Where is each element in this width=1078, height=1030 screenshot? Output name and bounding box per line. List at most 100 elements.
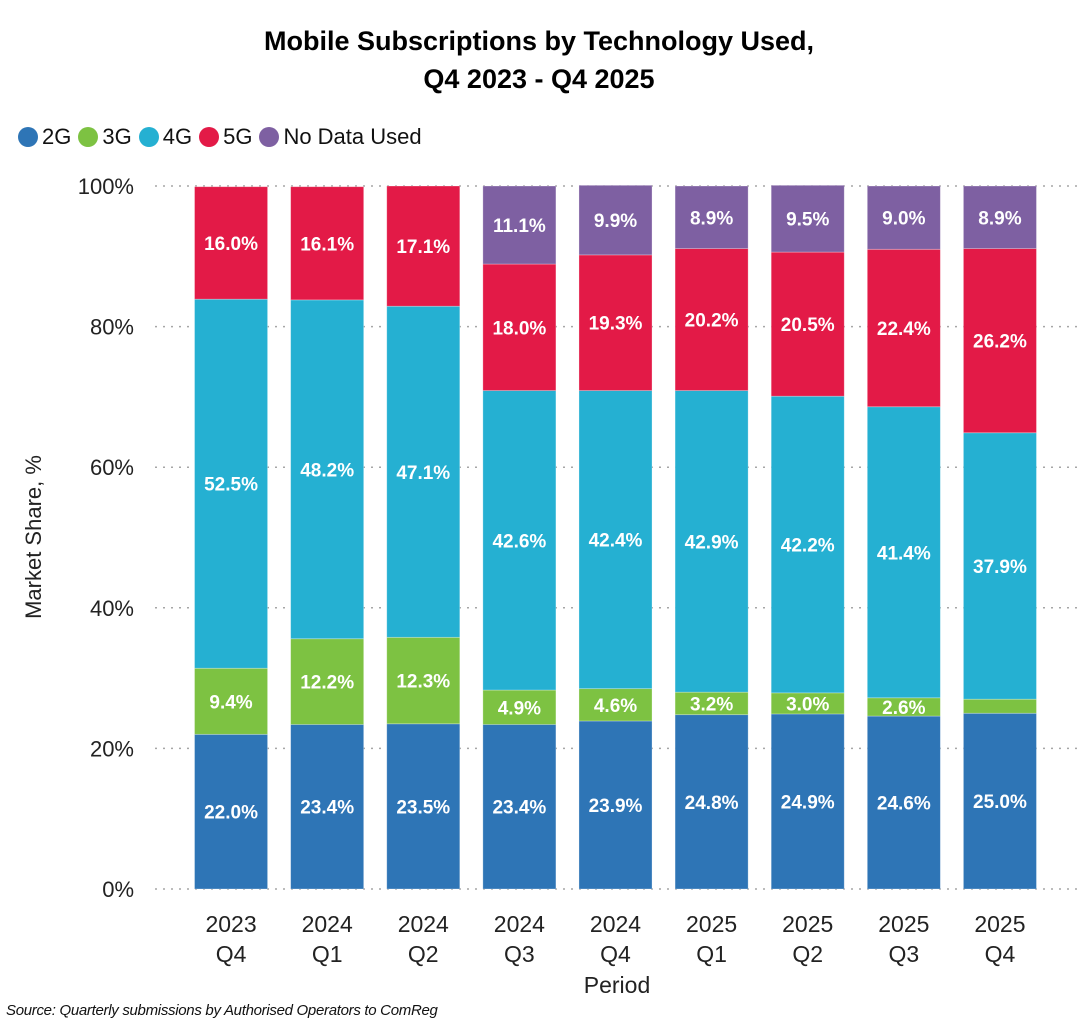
chart-title-line-1: Mobile Subscriptions by Technology Used, bbox=[263, 26, 815, 56]
data-label-4g: 42.4% bbox=[589, 531, 643, 552]
bar-segment-5g[interactable] bbox=[770, 251, 845, 397]
legend-marker-2g bbox=[18, 127, 38, 147]
bar-segment-2g[interactable] bbox=[770, 713, 845, 890]
bar-segment-5g[interactable] bbox=[578, 254, 653, 391]
bar-segment-3g[interactable] bbox=[963, 698, 1037, 714]
legend-item-3g[interactable]: 3G bbox=[78, 124, 132, 150]
x-tick-label-year: 2024 bbox=[494, 911, 545, 937]
x-axis-label: Period bbox=[584, 972, 650, 998]
y-tick-label: 60% bbox=[90, 455, 134, 480]
data-label-3g: 4.6% bbox=[594, 696, 637, 717]
data-label-5g: 18.0% bbox=[492, 318, 546, 339]
chart-title: Mobile Subscriptions by Technology Used,… bbox=[0, 22, 1078, 98]
data-label-3g: 9.4% bbox=[209, 692, 252, 713]
bar-segment-5g[interactable] bbox=[290, 186, 365, 301]
legend-item-2g[interactable]: 2G bbox=[18, 124, 71, 150]
data-label-3g: 12.2% bbox=[300, 673, 354, 694]
data-label-2g: 23.5% bbox=[396, 797, 450, 818]
y-axis-label: Market Share, % bbox=[21, 455, 46, 619]
data-label-no-data-used: 8.9% bbox=[978, 208, 1021, 229]
bar-segment-no-data-used[interactable] bbox=[674, 185, 749, 249]
bar-segment-4g[interactable] bbox=[482, 390, 557, 691]
bar-segment-5g[interactable] bbox=[386, 185, 461, 307]
bar-segment-2g[interactable] bbox=[674, 714, 749, 890]
legend-label-5g: 5G bbox=[223, 124, 253, 149]
bar-segment-5g[interactable] bbox=[674, 248, 749, 391]
data-label-2g: 23.4% bbox=[300, 798, 354, 819]
bar-segment-5g[interactable] bbox=[482, 263, 557, 391]
bar-segment-3g[interactable] bbox=[290, 638, 365, 725]
bar-segment-no-data-used[interactable] bbox=[770, 184, 845, 253]
bar-segments bbox=[194, 184, 1037, 890]
data-label-2g: 23.9% bbox=[589, 796, 643, 817]
y-tick-label: 80% bbox=[90, 315, 134, 340]
bar-segment-4g[interactable] bbox=[194, 298, 268, 669]
data-label-5g: 16.1% bbox=[300, 234, 354, 255]
legend-label-2g: 2G bbox=[42, 124, 72, 149]
x-tick-label-quarter: Q2 bbox=[408, 941, 439, 967]
data-labels: 22.0% 9.4% 52.5% 16.0% 23.4% 12.2% 48.2% 16.1% 2… bbox=[204, 208, 1027, 823]
data-label-3g: 4.9% bbox=[498, 698, 541, 719]
bar-segment-no-data-used[interactable] bbox=[578, 184, 653, 256]
chart-title-line-2: Q4 2023 - Q4 2025 bbox=[423, 64, 655, 94]
data-label-3g: 3.0% bbox=[786, 694, 829, 715]
data-label-2g: 25.0% bbox=[973, 792, 1027, 813]
data-label-2g: 23.4% bbox=[492, 798, 546, 819]
bar-segment-3g[interactable] bbox=[578, 688, 653, 722]
data-label-4g: 37.9% bbox=[973, 557, 1027, 578]
bar-segment-4g[interactable] bbox=[386, 305, 461, 638]
bar-segment-5g[interactable] bbox=[963, 248, 1037, 434]
x-tick-label-year: 2025 bbox=[686, 911, 737, 937]
source-note: Source: Quarterly submissions by Authori… bbox=[6, 1002, 438, 1019]
data-label-4g: 42.9% bbox=[685, 532, 739, 553]
x-tick-label-year: 2025 bbox=[878, 911, 929, 937]
data-label-no-data-used: 8.9% bbox=[690, 208, 733, 229]
data-label-3g: 3.2% bbox=[690, 694, 733, 715]
y-tick-label: 0% bbox=[102, 877, 134, 902]
bar-segment-3g[interactable] bbox=[194, 667, 268, 735]
x-tick-label-quarter: Q1 bbox=[696, 941, 727, 967]
bar-segment-3g[interactable] bbox=[386, 636, 461, 725]
data-label-no-data-used: 9.9% bbox=[594, 211, 637, 232]
data-label-4g: 41.4% bbox=[877, 543, 931, 564]
x-tick-label-quarter: Q3 bbox=[888, 941, 919, 967]
data-label-4g: 52.5% bbox=[204, 475, 258, 496]
bar-segment-4g[interactable] bbox=[674, 390, 749, 693]
bar-segment-5g[interactable] bbox=[866, 248, 941, 408]
data-label-4g: 48.2% bbox=[300, 460, 354, 481]
bar-segment-2g[interactable] bbox=[866, 715, 941, 890]
data-label-5g: 19.3% bbox=[589, 314, 643, 335]
legend-label-3g: 3G bbox=[102, 124, 132, 149]
x-tick-label-quarter: Q4 bbox=[216, 941, 247, 967]
data-label-no-data-used: 9.5% bbox=[786, 210, 829, 231]
x-tick-label-quarter: Q3 bbox=[504, 941, 535, 967]
data-label-5g: 16.0% bbox=[204, 234, 258, 255]
legend-item-5g[interactable]: 5G bbox=[199, 124, 252, 150]
legend-marker-3g bbox=[78, 127, 99, 147]
bar-segment-no-data-used[interactable] bbox=[482, 185, 557, 265]
bar-segment-4g[interactable] bbox=[866, 406, 941, 699]
data-label-5g: 26.2% bbox=[973, 332, 1027, 353]
data-label-5g: 20.2% bbox=[685, 311, 739, 332]
x-tick-label-year: 2024 bbox=[398, 911, 449, 937]
legend-item-4g[interactable]: 4G bbox=[138, 124, 193, 150]
bar-segment-no-data-used[interactable] bbox=[963, 185, 1037, 249]
bar-segment-4g[interactable] bbox=[290, 299, 365, 640]
bar-segment-4g[interactable] bbox=[963, 432, 1037, 700]
bar-segment-no-data-used[interactable] bbox=[866, 185, 941, 250]
bar-segment-5g[interactable] bbox=[194, 186, 268, 300]
data-label-5g: 22.4% bbox=[877, 319, 931, 340]
bar-segment-2g[interactable] bbox=[578, 720, 653, 890]
bar-segment-2g[interactable] bbox=[963, 712, 1037, 890]
data-label-no-data-used: 9.0% bbox=[882, 209, 925, 230]
legend-item-no-data-used[interactable]: No Data Used bbox=[259, 124, 422, 150]
bar-segment-4g[interactable] bbox=[770, 395, 845, 694]
bar-segment-2g[interactable] bbox=[386, 723, 461, 890]
bar-segment-2g[interactable] bbox=[194, 733, 268, 890]
bar-segment-2g[interactable] bbox=[290, 724, 365, 890]
data-label-3g: 12.3% bbox=[396, 672, 450, 693]
x-tick-label-quarter: Q4 bbox=[600, 941, 631, 967]
legend-label-4g: 4G bbox=[162, 124, 193, 149]
x-tick-label-year: 2025 bbox=[974, 911, 1025, 937]
bar-segment-2g[interactable] bbox=[482, 724, 557, 890]
